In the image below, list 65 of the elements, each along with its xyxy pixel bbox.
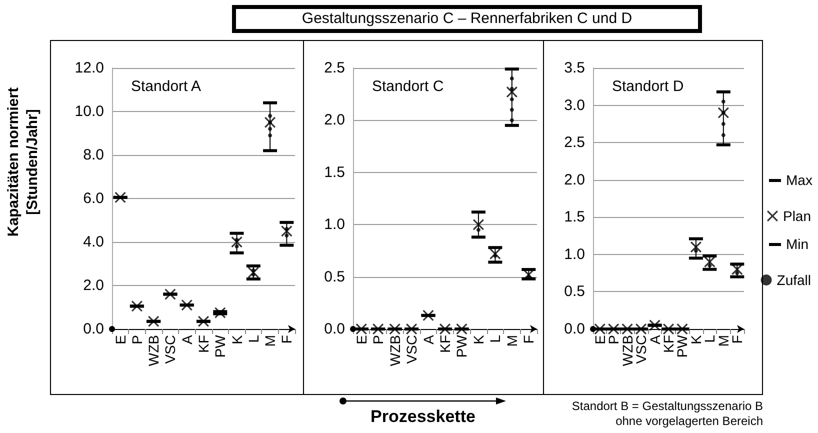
y-tick-label: 2.0 xyxy=(324,112,345,129)
y-tick-label: 0.5 xyxy=(564,283,585,300)
y-tick-label: 3.5 xyxy=(564,60,585,76)
x-tick-label: L xyxy=(702,334,718,343)
x-tick-label: P xyxy=(606,335,622,344)
y-tick-label: 3.0 xyxy=(564,96,585,114)
x-tick-label: KF xyxy=(660,335,676,353)
x-tick-label: F xyxy=(278,335,295,344)
x-tick-label: VSC xyxy=(162,335,178,364)
y-tick-label: 0.0 xyxy=(564,320,585,338)
y-tick-label: 2.5 xyxy=(324,60,345,76)
x-tick-label: P xyxy=(128,335,145,344)
x-tick-label: KF xyxy=(437,335,453,353)
x-tick-label: E xyxy=(112,335,128,344)
x-tick-label: F xyxy=(729,335,746,344)
x-tick-label: E xyxy=(353,335,370,344)
y-tick-label: 2.0 xyxy=(83,277,104,294)
x-tick-label: WZB xyxy=(386,335,403,366)
x-tick-label: M xyxy=(262,335,278,347)
y-tick-label: 6.0 xyxy=(83,190,104,207)
x-tick-label: F xyxy=(520,335,537,344)
y-tick-label: 0.5 xyxy=(324,268,345,286)
text: Standort B = Gestaltungsszenario B ohne vorgelagerten Bereich xyxy=(572,399,763,429)
x-tick-label: PW xyxy=(212,334,228,358)
x-tick-label: PW xyxy=(674,334,690,358)
x-tick-label: WZB xyxy=(619,335,636,366)
y-tick-label: 0.0 xyxy=(324,320,345,338)
x-tick-label: A xyxy=(646,334,663,344)
text: Min xyxy=(786,235,809,253)
y-tick-label: 12.0 xyxy=(74,60,104,76)
y-tick-label: 4.0 xyxy=(83,234,104,250)
x-tick-label: M xyxy=(504,335,520,347)
x-tick-label: VSC xyxy=(633,335,650,364)
x-tick-label: WZB xyxy=(146,335,162,366)
text: Gestaltungsszenario C – Rennerfabriken C und D xyxy=(232,5,702,33)
y-tick-label: 2.5 xyxy=(564,134,585,152)
legend-label: Zufall xyxy=(776,272,811,288)
x-axis-title: Prozesskette xyxy=(370,407,476,427)
text: Standort C xyxy=(372,78,444,95)
y-tick-label: 10.0 xyxy=(74,103,104,120)
y-tick-label: 2.0 xyxy=(564,171,585,188)
y-tick-label: 1.5 xyxy=(564,208,585,226)
x-tick-label: PW xyxy=(454,334,470,358)
y-tick-label: 1.0 xyxy=(564,246,585,263)
x-tick-label: E xyxy=(592,335,608,344)
text: Standort D xyxy=(612,78,684,95)
x-tick-label: A xyxy=(178,334,195,344)
y-axis-title: Kapazitäten normiert [Stunden/Jahr] xyxy=(4,86,42,239)
x-tick-label: K xyxy=(228,334,245,344)
y-tick-label: 1.0 xyxy=(324,216,345,234)
legend-label: Plan xyxy=(782,208,812,224)
y-tick-label: 1.5 xyxy=(324,164,345,181)
x-tick-label: P xyxy=(370,335,386,344)
text: Standort A xyxy=(131,78,202,95)
x-tick-label: L xyxy=(245,334,262,343)
text: Max xyxy=(786,171,812,189)
x-tick-label: L xyxy=(487,334,504,343)
y-tick-label: 8.0 xyxy=(83,146,104,164)
x-tick-label: M xyxy=(715,335,732,347)
x-tick-label: A xyxy=(420,334,436,344)
x-tick-label: K xyxy=(470,334,486,344)
x-tick-label: K xyxy=(688,334,704,344)
y-tick-label: 0.0 xyxy=(83,320,104,338)
x-tick-label: KF xyxy=(196,335,212,353)
x-tick-label: VSC xyxy=(404,335,420,364)
